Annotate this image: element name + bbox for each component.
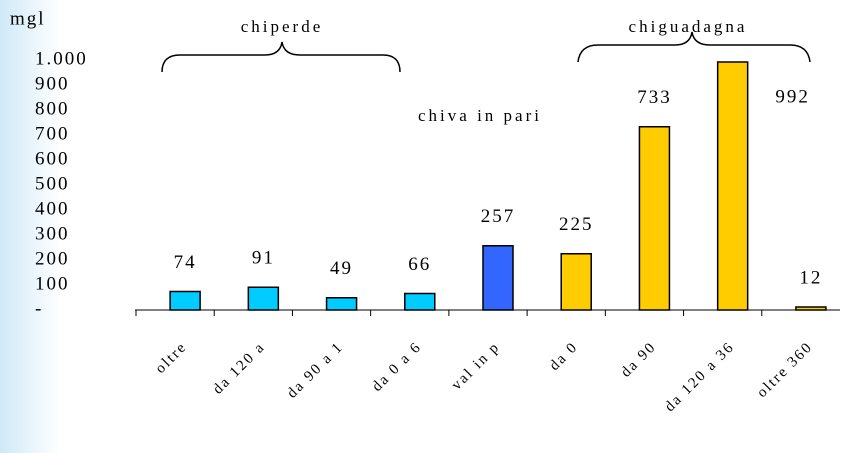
bar [325, 297, 358, 311]
brace [161, 41, 401, 73]
y-axis-label: mgl [10, 8, 46, 29]
bar [404, 292, 436, 311]
bar [716, 61, 749, 311]
background-strip [0, 0, 60, 453]
y-tick-label: 800 [35, 98, 70, 119]
annotation: chiva in pari [418, 106, 542, 125]
value-label: 12 [799, 267, 822, 288]
y-tick-label: 1.000 [35, 48, 88, 69]
value-label: 49 [330, 258, 353, 279]
bar [247, 286, 280, 311]
x-tick-label: oltre 360 [754, 339, 816, 401]
x-tick-label: da 0 [547, 339, 582, 374]
x-tick-label: oltre [153, 339, 191, 377]
x-tick-label: val in p [449, 339, 503, 393]
bar [560, 253, 592, 311]
x-tick-label: da 0 a 6 [369, 339, 425, 395]
value-label: 992 [775, 86, 810, 107]
value-label: 257 [481, 206, 516, 227]
value-label: 74 [174, 252, 197, 273]
value-label: 91 [252, 248, 275, 269]
value-label: 225 [559, 214, 594, 235]
bar [169, 290, 201, 311]
y-tick-label: 900 [35, 73, 70, 94]
y-tick-label: 600 [35, 148, 70, 169]
annotation: chiperde [241, 17, 324, 36]
y-tick-label: 100 [35, 273, 70, 294]
brace [577, 31, 811, 63]
y-tick-label: 500 [35, 173, 70, 194]
x-tick-label: da 120 a 36 [662, 339, 738, 415]
x-tick-label: da 90 [618, 339, 660, 381]
y-tick-label: 300 [35, 223, 70, 244]
bar [482, 245, 514, 311]
value-label: 733 [637, 87, 672, 108]
bar [638, 126, 671, 311]
y-tick-label: - [35, 298, 43, 319]
bar [795, 306, 827, 311]
y-tick-label: 400 [35, 198, 70, 219]
y-tick-label: 200 [35, 248, 70, 269]
x-tick-label: da 90 a 1 [284, 339, 347, 402]
y-tick-label: 700 [35, 123, 70, 144]
value-label: 66 [408, 254, 431, 275]
x-tick-label: da 120 a [210, 339, 269, 398]
annotation: chiguadagna [629, 17, 748, 36]
